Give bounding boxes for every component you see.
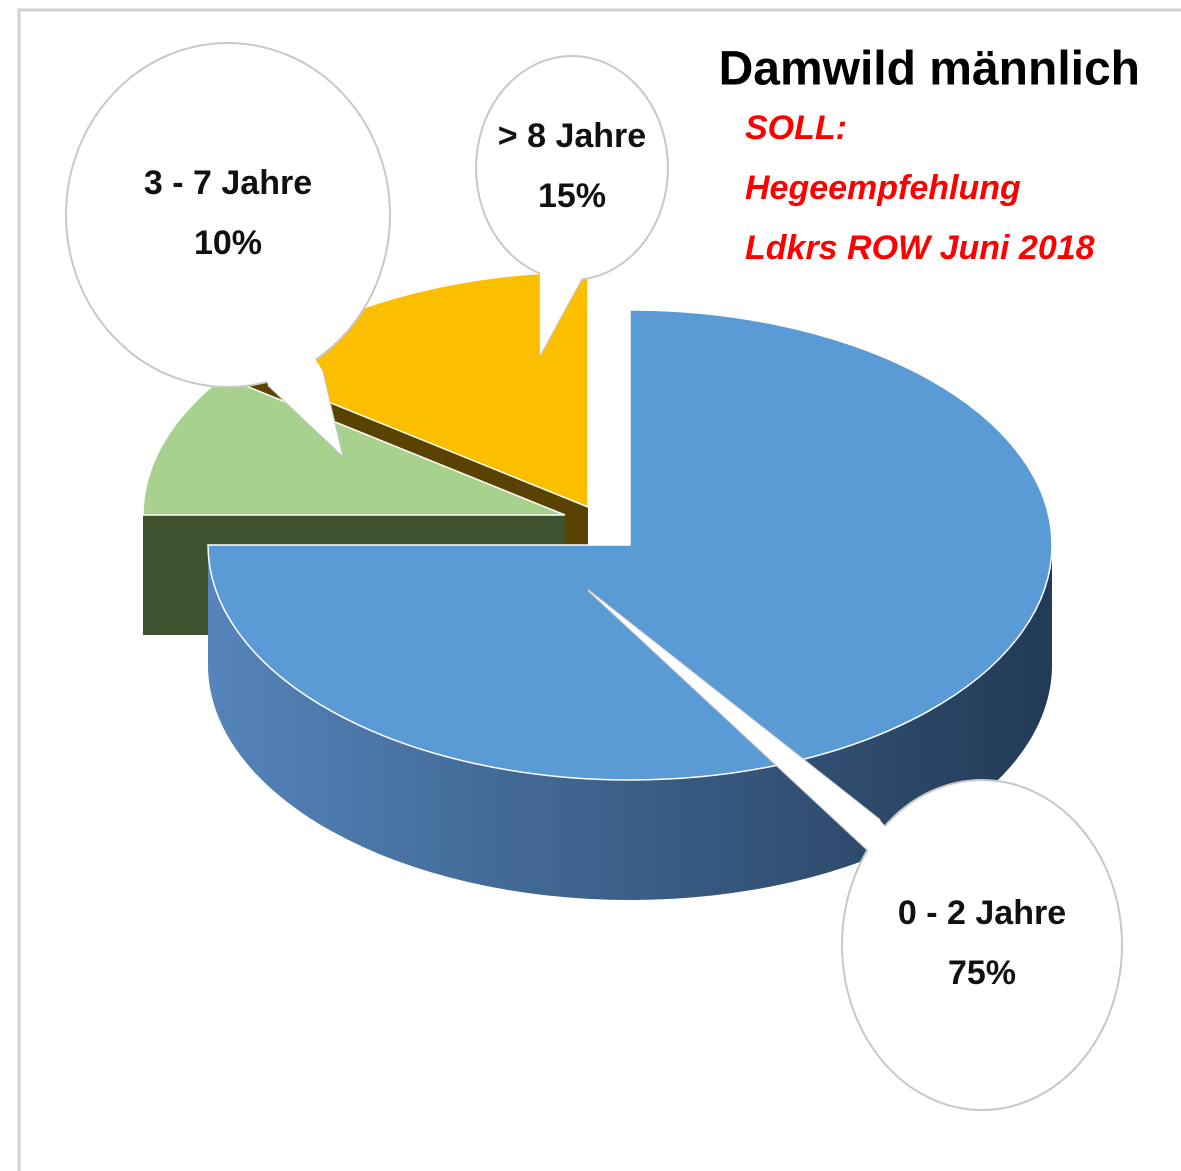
category-label: > 8 Jahre <box>498 117 646 155</box>
callout-pointer <box>228 215 342 455</box>
chart-title: Damwild männlich <box>719 43 1140 96</box>
frame <box>17 8 1181 1171</box>
subtitle: Ldkrs ROW Juni 2018 <box>745 229 1095 267</box>
subtitle: Hegeempfehlung <box>745 169 1021 207</box>
value-label: 15% <box>538 177 606 215</box>
value-label: 10% <box>194 224 262 262</box>
callout-pointer <box>540 168 582 355</box>
category-label: 0 - 2 Jahre <box>898 894 1066 932</box>
value-label: 75% <box>948 954 1016 992</box>
category-label: 3 - 7 Jahre <box>144 164 312 202</box>
callout-pointer <box>588 590 982 945</box>
slice <box>207 309 1053 781</box>
subtitle: SOLL: <box>745 109 847 147</box>
